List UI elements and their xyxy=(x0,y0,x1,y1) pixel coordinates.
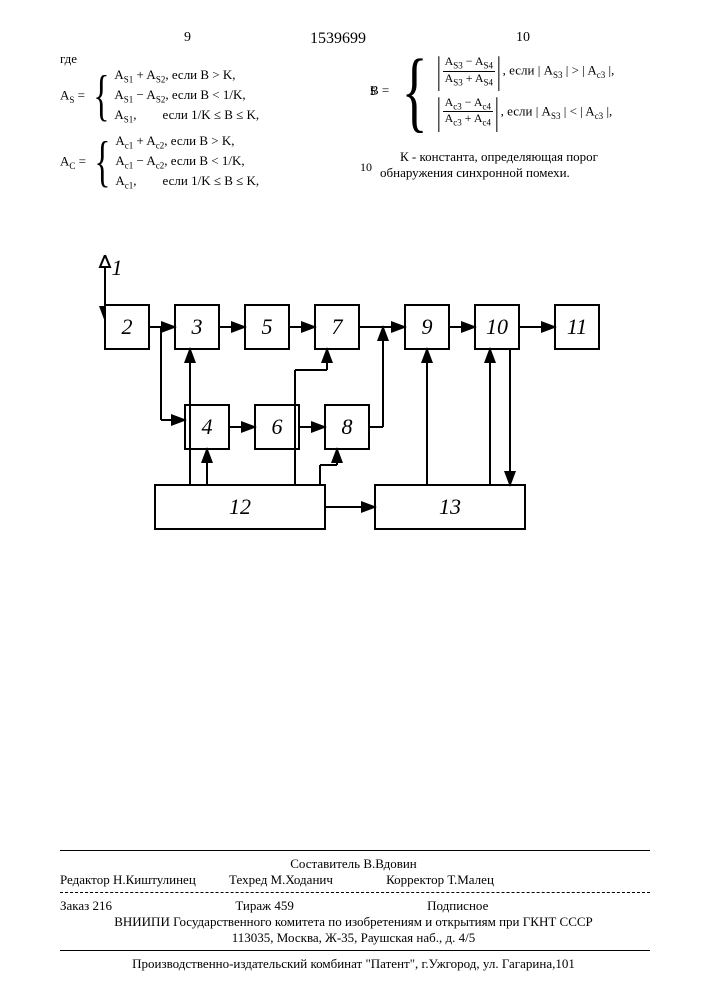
node-6: 6 xyxy=(255,405,299,449)
svg-text:12: 12 xyxy=(229,494,251,519)
ac-lhs: A xyxy=(60,153,69,168)
node-2: 2 xyxy=(105,305,149,349)
brace-icon: | xyxy=(497,58,501,85)
col-right: 10 xyxy=(516,30,530,46)
node-13: 13 xyxy=(375,485,525,529)
as-sub: S xyxy=(69,95,74,105)
footer-line5: 113035, Москва, Ж-35, Раушская наб., д. … xyxy=(0,930,707,946)
order: Заказ 216 xyxy=(60,898,112,914)
formula-Ac: AC = { Ac1 + Ac2, если B > K, Ac1 − Ac2,… xyxy=(60,132,259,193)
ac-sub: C xyxy=(69,161,75,171)
block-diagram: 1 2 3 5 7 9 10 11 4 6 8 12 13 xyxy=(95,255,635,580)
doc-number: 1539699 xyxy=(310,30,366,48)
svg-text:11: 11 xyxy=(567,314,587,339)
svg-text:13: 13 xyxy=(439,494,461,519)
node-10: 10 xyxy=(475,305,519,349)
svg-text:4: 4 xyxy=(202,414,213,439)
svg-text:10: 10 xyxy=(486,314,508,339)
node-7: 7 xyxy=(315,305,359,349)
node-9: 9 xyxy=(405,305,449,349)
brace-icon: | xyxy=(495,99,499,126)
node-12: 12 xyxy=(155,485,325,529)
svg-text:7: 7 xyxy=(332,314,344,339)
svg-text:9: 9 xyxy=(422,314,433,339)
k-text2: обнаружения синхронной помехи. xyxy=(380,164,640,182)
node-11: 11 xyxy=(555,305,599,349)
node-1: 1 xyxy=(112,255,123,280)
node-3: 3 xyxy=(175,305,219,349)
as-lhs: A xyxy=(60,87,69,102)
footer-line6: Производственно-издательский комбинат "П… xyxy=(0,956,707,972)
node-5: 5 xyxy=(245,305,289,349)
tehred: Техред М.Ходанич xyxy=(229,872,333,888)
ac-cases: Ac1 + Ac2, если B > K, Ac1 − Ac2, если B… xyxy=(115,132,259,193)
divider xyxy=(60,950,650,951)
svg-text:3: 3 xyxy=(191,314,203,339)
b-cases: |AS3 − AS4AS3 + AS4|, если | AS3 | > | A… xyxy=(435,55,614,128)
brace-icon: { xyxy=(94,74,110,119)
node-4: 4 xyxy=(185,405,229,449)
svg-text:6: 6 xyxy=(272,414,283,439)
subscription: Подписное xyxy=(427,898,488,914)
antenna-icon xyxy=(100,255,110,267)
svg-text:2: 2 xyxy=(122,314,133,339)
svg-text:5: 5 xyxy=(262,314,273,339)
formula-B: B = { |AS3 − AS4AS3 + AS4|, если | AS3 |… xyxy=(370,55,614,128)
footer-line1: Составитель В.Вдовин xyxy=(0,856,707,872)
where-label: где xyxy=(60,51,77,66)
node-8: 8 xyxy=(325,405,369,449)
corrector: Корректор Т.Малец xyxy=(386,872,494,888)
brace-icon: { xyxy=(401,56,427,128)
col-left: 9 xyxy=(184,30,191,46)
brace-icon: | xyxy=(437,99,441,126)
brace-icon: | xyxy=(437,58,441,85)
brace-icon: { xyxy=(95,140,111,185)
footer-line4: ВНИИПИ Государственного комитета по изоб… xyxy=(0,914,707,930)
margin-10: 10 xyxy=(360,160,372,175)
formula-As: AS = { AS1 + AS2, если B > K, AS1 − AS2,… xyxy=(60,66,259,127)
copies: Тираж 459 xyxy=(235,898,294,914)
divider xyxy=(60,892,650,893)
svg-text:8: 8 xyxy=(342,414,353,439)
margin-5: 5 xyxy=(370,84,376,99)
editor: Редактор Н.Киштулинец xyxy=(60,872,196,888)
divider xyxy=(60,850,650,851)
as-cases: AS1 + AS2, если B > K, AS1 − AS2, если B… xyxy=(114,66,259,127)
